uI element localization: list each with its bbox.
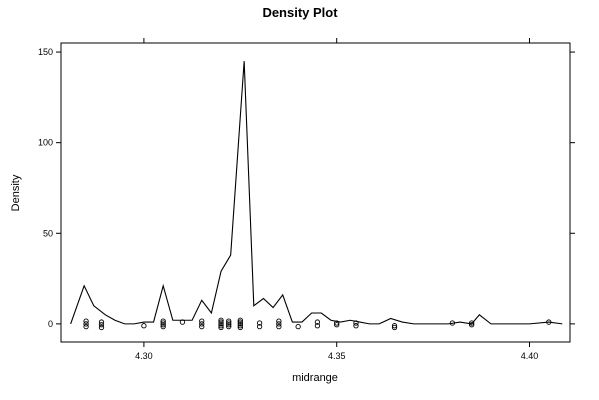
data-point bbox=[83, 318, 89, 324]
data-point bbox=[469, 322, 475, 328]
x-axis: 4.30 4.35 4.40 bbox=[135, 38, 538, 361]
data-point bbox=[83, 321, 89, 327]
data-point bbox=[295, 323, 301, 330]
data-point bbox=[160, 318, 166, 324]
data-point bbox=[469, 320, 475, 326]
data-point bbox=[391, 324, 398, 331]
chart-title: Density Plot bbox=[262, 5, 338, 20]
data-point bbox=[218, 317, 224, 323]
data-point bbox=[226, 320, 232, 326]
data-point bbox=[334, 320, 340, 326]
data-point bbox=[237, 319, 243, 325]
data-point bbox=[199, 318, 205, 324]
data-point bbox=[276, 323, 282, 330]
y-tick-label: 100 bbox=[38, 138, 53, 148]
data-point bbox=[199, 321, 205, 327]
data-point bbox=[160, 322, 166, 328]
data-point bbox=[353, 323, 359, 329]
data-point bbox=[218, 319, 224, 325]
data-point bbox=[98, 322, 105, 328]
x-axis-label: midrange bbox=[292, 372, 338, 384]
data-point bbox=[218, 324, 224, 331]
y-tick-label: 0 bbox=[48, 319, 53, 329]
data-point bbox=[226, 323, 232, 330]
data-point bbox=[98, 324, 105, 331]
data-point bbox=[237, 321, 243, 327]
data-point bbox=[226, 318, 232, 324]
data-point bbox=[256, 323, 263, 330]
data-point bbox=[226, 322, 232, 328]
y-tick-label: 150 bbox=[38, 47, 53, 57]
data-point bbox=[83, 323, 89, 330]
data-point bbox=[160, 323, 166, 330]
data-point bbox=[98, 319, 105, 325]
plot-frame bbox=[60, 42, 571, 343]
y-axis: 0 50 100 150 bbox=[38, 47, 575, 329]
x-tick-label: 4.40 bbox=[521, 351, 539, 361]
data-point bbox=[218, 323, 224, 329]
data-point bbox=[237, 323, 243, 329]
data-point bbox=[141, 323, 147, 329]
data-point bbox=[314, 323, 321, 329]
y-tick-label: 50 bbox=[43, 228, 53, 238]
data-point bbox=[237, 324, 243, 331]
data-point bbox=[276, 321, 282, 327]
x-tick-label: 4.35 bbox=[328, 351, 346, 361]
data-point bbox=[276, 318, 282, 324]
data-point bbox=[334, 322, 340, 328]
data-point bbox=[391, 323, 398, 329]
x-tick-label: 4.30 bbox=[135, 351, 153, 361]
density-series bbox=[70, 61, 563, 325]
y-axis-label: Density bbox=[10, 174, 22, 211]
data-point bbox=[353, 320, 359, 326]
data-point bbox=[314, 319, 321, 325]
data-point bbox=[199, 323, 205, 330]
density-line bbox=[70, 61, 563, 325]
rug-points bbox=[83, 317, 552, 331]
data-point bbox=[160, 320, 166, 326]
data-point bbox=[237, 317, 243, 323]
data-point bbox=[256, 320, 263, 326]
data-point bbox=[218, 321, 224, 327]
